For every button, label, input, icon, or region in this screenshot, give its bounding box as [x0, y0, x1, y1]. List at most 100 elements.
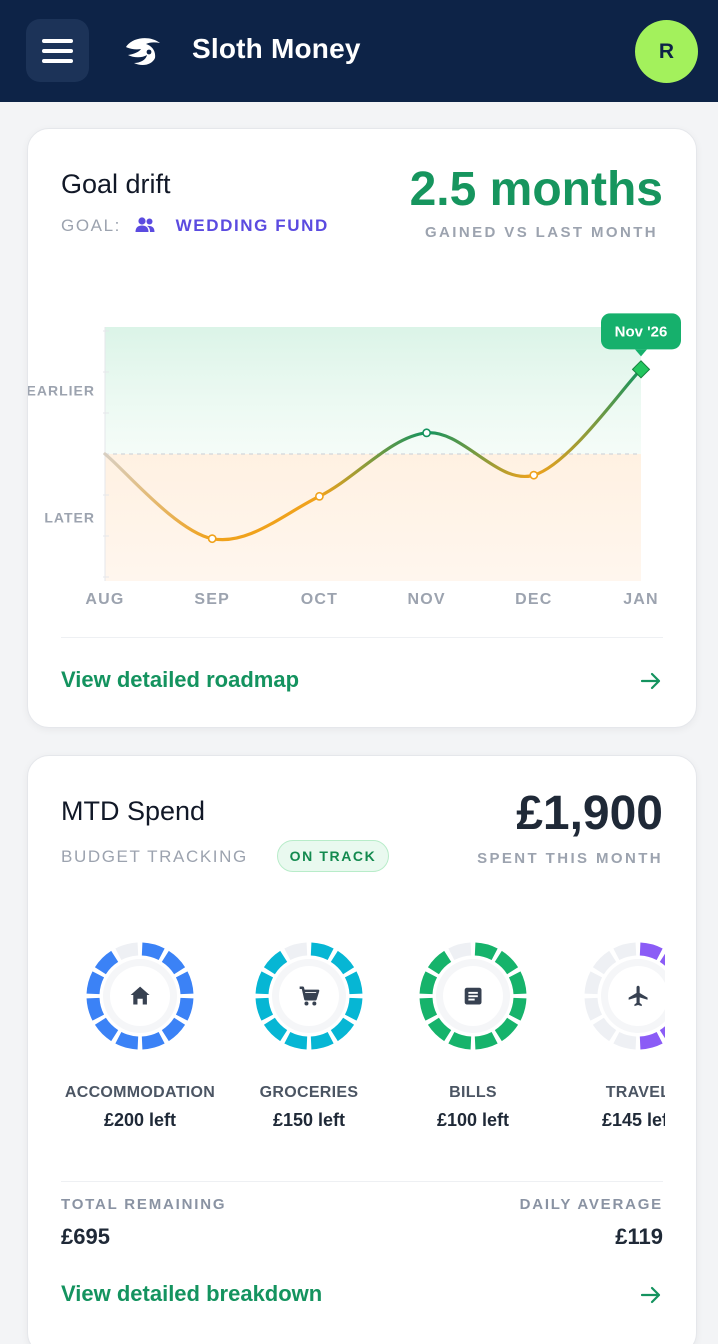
menu-icon — [42, 38, 73, 43]
later-zone — [105, 454, 641, 581]
goal-card-divider — [61, 637, 663, 638]
total-remaining-value: £695 — [61, 1224, 110, 1249]
on-track-badge: ON TRACK — [277, 840, 389, 872]
drift-line-segment — [317, 431, 429, 498]
ring-segment — [161, 1017, 186, 1042]
ring-segment — [659, 1026, 665, 1039]
arrow-right-icon[interactable] — [639, 669, 663, 693]
data-point[interactable] — [422, 428, 431, 438]
category-remaining: £200 left — [103, 1110, 177, 1130]
ring-segment — [94, 950, 119, 975]
ring-segment — [508, 971, 527, 995]
x-tick-label: DEC — [515, 591, 552, 608]
avatar[interactable]: R — [635, 20, 698, 83]
ring-segment — [474, 942, 498, 961]
app-title: Sloth Money — [192, 33, 361, 64]
ring-segment — [344, 971, 363, 995]
ring-segment — [448, 1031, 472, 1050]
ring-segment — [141, 1031, 165, 1050]
ring-segment — [330, 1017, 355, 1042]
ring-segment — [175, 971, 194, 995]
menu-button[interactable] — [26, 19, 89, 82]
ring-segment — [263, 950, 288, 975]
y-label-later: LATER — [44, 510, 95, 526]
data-point[interactable] — [207, 534, 217, 544]
ring-segment — [613, 1031, 637, 1050]
drift-caption: GAINED VS LAST MONTH — [424, 224, 658, 241]
ring-segment — [474, 1031, 498, 1050]
ring-segment — [141, 942, 165, 961]
x-tick-label: JAN — [623, 591, 659, 608]
ring-segment — [427, 1017, 452, 1042]
ring-segment — [330, 950, 355, 975]
house-icon — [130, 986, 150, 1005]
category-remaining: £100 left — [436, 1110, 510, 1130]
spend-card-divider — [61, 1181, 663, 1182]
sloth-logo-icon — [126, 38, 160, 66]
category-remaining: £150 left — [272, 1110, 346, 1130]
data-point[interactable] — [529, 470, 539, 480]
callout-bubble — [601, 313, 681, 350]
ring-segment — [592, 950, 617, 975]
data-point[interactable] — [314, 491, 324, 501]
x-tick-label: AUG — [85, 591, 124, 608]
cart-icon — [299, 986, 320, 1006]
ring-segment — [115, 942, 139, 961]
drift-line-segment — [103, 452, 214, 541]
drift-line-segment — [210, 494, 321, 542]
ring-segment — [263, 1017, 288, 1042]
category-ring — [255, 942, 363, 1050]
data-point-latest[interactable] — [631, 360, 651, 379]
goal-drift-card: Goal drift GOAL: WEDDING FUND 2.5 months… — [27, 128, 697, 728]
earlier-zone — [105, 327, 641, 454]
callout-label: Nov '26 — [615, 323, 668, 340]
ring-segment — [448, 942, 472, 961]
ring-segment — [419, 971, 438, 995]
ring-segment — [494, 950, 519, 975]
x-tick-label: NOV — [407, 591, 445, 608]
people-icon — [135, 217, 155, 232]
daily-average-value: £119 — [615, 1224, 663, 1249]
ring-segment — [310, 942, 334, 961]
ring-segment — [255, 971, 274, 995]
ring-segment — [86, 971, 105, 995]
goal-name[interactable]: WEDDING FUND — [175, 216, 329, 235]
goal-prefix: GOAL: — [61, 216, 121, 235]
view-breakdown-link[interactable]: View detailed breakdown — [61, 1281, 323, 1306]
ring-segment — [639, 942, 663, 961]
drift-value: 2.5 months — [409, 163, 663, 216]
category-ring — [86, 942, 194, 1050]
x-tick-label: SEP — [194, 591, 230, 608]
ring-segment — [613, 942, 637, 961]
category-name: TRAVEL — [605, 1084, 665, 1101]
category-rings: ACCOMMODATION £200 left GROCERIES £150 left… — [28, 756, 665, 1176]
category-ring — [584, 942, 665, 1050]
goal-drift-title: Goal drift — [61, 169, 171, 199]
goal-drift-chart: EARLIER LATER AUG SEP OCT NOV DEC JAN Nov '26 — [28, 313, 681, 608]
x-tick-label: OCT — [301, 591, 338, 608]
ring-segment — [508, 997, 527, 1021]
ring-segment — [584, 997, 603, 1021]
mtd-spend-card: MTD Spend BUDGET TRACKING ON TRACK £1,90… — [27, 755, 697, 1344]
category-name: GROCERIES — [259, 1084, 359, 1101]
budget-tracking-label: BUDGET TRACKING — [61, 847, 248, 866]
ring-segment — [344, 997, 363, 1021]
ring-segment — [94, 1017, 119, 1042]
ring-segment — [584, 971, 603, 995]
view-roadmap-link[interactable]: View detailed roadmap — [61, 667, 300, 692]
ring-segment — [86, 997, 105, 1021]
spent-value: £1,900 — [516, 787, 663, 840]
drift-line-segment — [532, 367, 643, 477]
category-name: ACCOMMODATION — [64, 1084, 216, 1101]
arrow-right-icon[interactable] — [639, 1283, 663, 1307]
daily-average-label: DAILY AVERAGE — [519, 1196, 663, 1213]
mtd-spend-title: MTD Spend — [61, 796, 206, 826]
category-name: BILLS — [449, 1084, 497, 1101]
ring-segment — [284, 942, 308, 961]
ring-segment — [115, 1031, 139, 1050]
spent-caption: SPENT THIS MONTH — [477, 850, 663, 867]
ring-segment — [255, 997, 274, 1021]
goal-label: GOAL: WEDDING FUND — [61, 216, 329, 236]
ring-segment — [284, 1031, 308, 1050]
ring-segment — [659, 953, 665, 966]
